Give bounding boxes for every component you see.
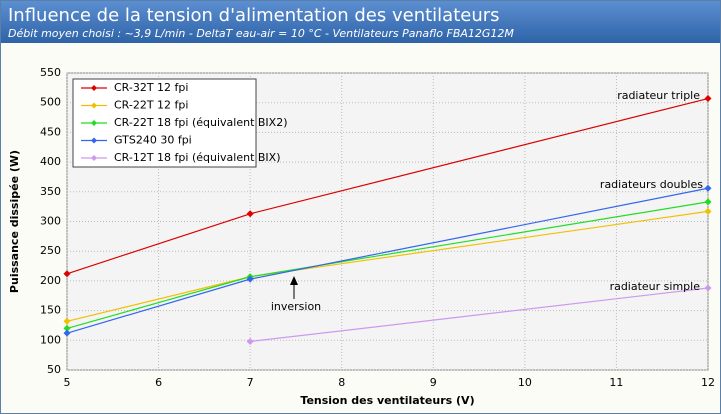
data-point	[246, 337, 254, 345]
annotation-arrowhead	[290, 276, 298, 285]
annotation: radiateurs doubles	[600, 178, 703, 191]
legend-label: CR-12T 18 fpi (équivalent BIX)	[114, 151, 281, 164]
header: Influence de la tension d'alimentation d…	[1, 1, 720, 43]
x-tick-label: 7	[247, 376, 254, 389]
y-tick-label: 400	[40, 155, 61, 168]
x-tick-label: 6	[155, 376, 162, 389]
legend-marker	[91, 155, 97, 161]
annotation: inversion	[271, 300, 321, 313]
legend-marker	[91, 137, 97, 144]
y-tick-label: 200	[40, 274, 61, 287]
x-tick-label: 8	[338, 376, 345, 389]
chart-title: Influence de la tension d'alimentation d…	[8, 5, 500, 26]
y-tick-label: 100	[40, 333, 61, 346]
data-point	[704, 184, 712, 192]
x-tick-label: 12	[701, 376, 715, 389]
annotation: radiateur simple	[610, 280, 701, 293]
legend-marker	[91, 102, 97, 109]
data-point	[63, 270, 71, 278]
x-axis-label: Tension des ventilateurs (V)	[300, 394, 474, 407]
data-point	[704, 95, 712, 103]
y-tick-label: 50	[47, 363, 61, 376]
y-axis-label: Puissance dissipée (W)	[8, 150, 21, 293]
y-tick-label: 250	[40, 244, 61, 257]
y-tick-label: 550	[40, 66, 61, 79]
data-point	[246, 275, 254, 283]
data-point	[63, 317, 71, 325]
y-tick-label: 500	[40, 96, 61, 109]
x-tick-label: 11	[609, 376, 623, 389]
legend-label: CR-22T 18 fpi (équivalent BIX2)	[114, 116, 288, 129]
data-point	[63, 324, 71, 332]
legend-marker	[91, 85, 97, 91]
x-tick-label: 5	[64, 376, 71, 389]
annotation: radiateur triple	[617, 89, 700, 102]
legend-label: GTS240 30 fpi	[114, 134, 192, 147]
y-tick-label: 150	[40, 304, 61, 317]
y-tick-label: 450	[40, 125, 61, 138]
data-point	[246, 210, 254, 218]
y-tick-label: 300	[40, 215, 61, 228]
chart-subtitle: Débit moyen choisi : ~3,9 L/min - DeltaT…	[8, 27, 514, 40]
data-point	[63, 329, 71, 337]
x-tick-label: 10	[518, 376, 532, 389]
x-tick-label: 9	[430, 376, 437, 389]
data-point	[704, 198, 712, 206]
series-line	[250, 287, 709, 343]
data-point	[704, 284, 712, 292]
legend-label: CR-22T 12 fpi	[114, 99, 188, 112]
y-tick-label: 350	[40, 185, 61, 198]
legend-label: CR-32T 12 fpi	[114, 81, 188, 94]
data-point	[704, 207, 712, 215]
legend-marker	[91, 120, 97, 126]
